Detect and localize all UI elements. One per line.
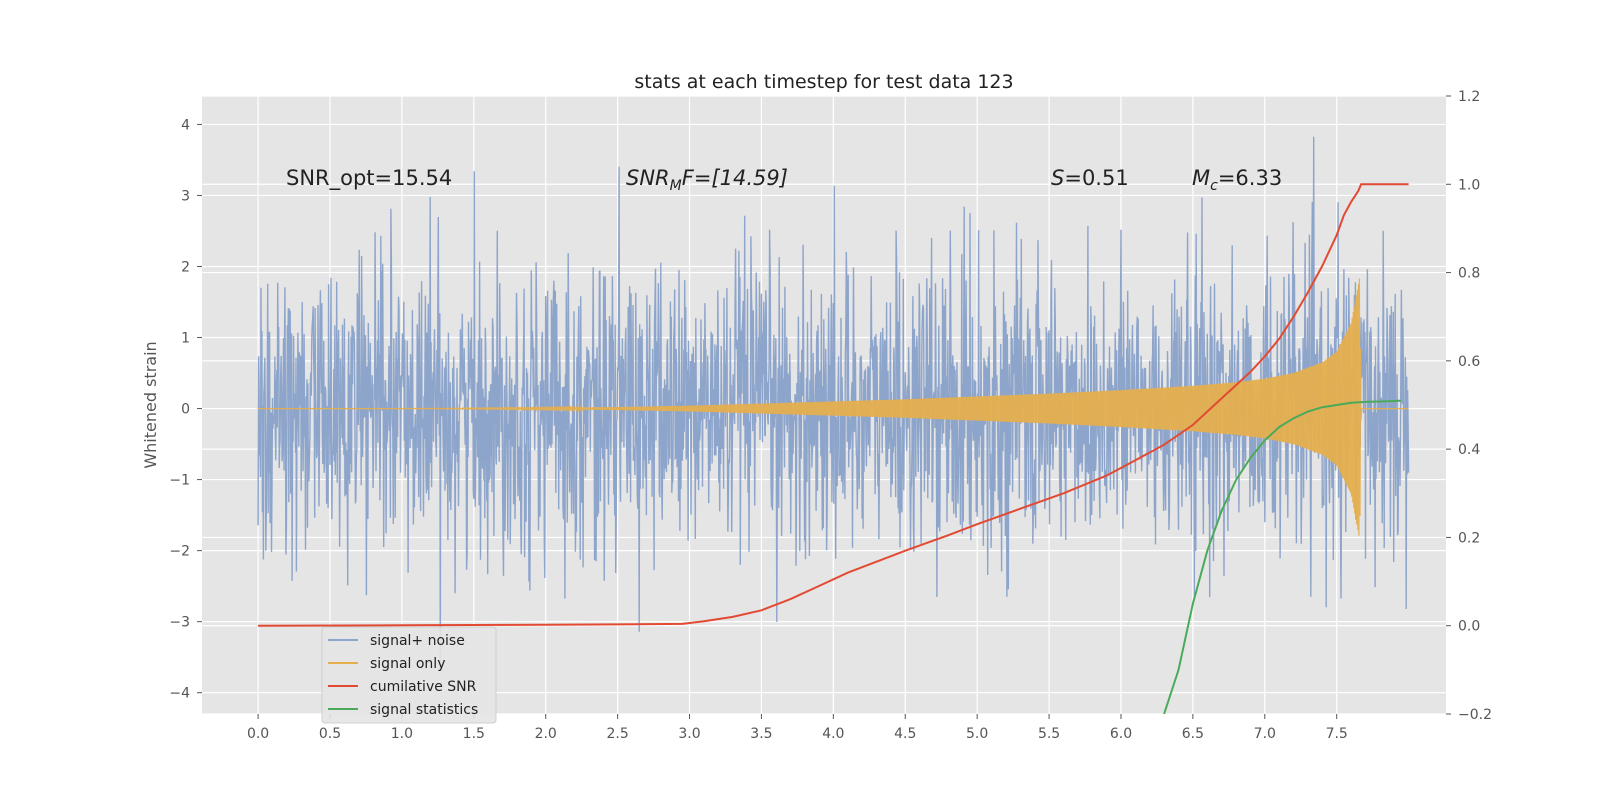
x-tick-label: 0.5 — [319, 726, 341, 742]
x-tick-label: 7.5 — [1326, 726, 1348, 742]
y-tick-label: −4 — [169, 686, 190, 702]
x-tick-label: 0.0 — [247, 726, 269, 742]
y2-tick-label: 0.2 — [1458, 530, 1480, 546]
x-tick-label: 3.5 — [750, 726, 772, 742]
legend-label-signal-noise: signal+ noise — [370, 633, 465, 649]
y2-tick-label: 0.0 — [1458, 619, 1480, 635]
x-tick-label: 1.5 — [463, 726, 485, 742]
y-tick-label: 0 — [181, 402, 190, 418]
series-line-signal-noise — [257, 136, 1410, 669]
y2-tick-label: 0.6 — [1458, 354, 1480, 370]
x-tick-label: 3.0 — [678, 726, 700, 742]
y-tick-label: 4 — [181, 117, 190, 133]
annotation-mc: Mc=6.33 — [1192, 166, 1282, 194]
y-tick-label: −1 — [169, 473, 190, 489]
y2-tick-label: 1.0 — [1458, 177, 1480, 193]
y-axis-label: Whitened strain — [141, 341, 160, 468]
y2-tick-label: 0.4 — [1458, 442, 1480, 458]
y-tick-label: −3 — [169, 615, 190, 631]
annotation-s: S=0.51 — [1051, 166, 1129, 190]
y2-tick-label: 0.8 — [1458, 266, 1480, 282]
legend-label-signal-statistics: signal statistics — [370, 702, 478, 718]
annotation-snr-opt: SNR_opt=15.54 — [286, 166, 452, 191]
series-signal-noise — [257, 136, 1410, 669]
x-tick-label: 2.5 — [606, 726, 628, 742]
legend-label-signal-only: signal only — [370, 656, 445, 672]
y2-tick-label: 1.2 — [1458, 89, 1480, 105]
y-tick-label: 2 — [181, 259, 190, 275]
y-tick-label: 1 — [181, 331, 190, 347]
axes: 0.0 0.5 1.0 1.5 2.0 2.5 3.0 3.5 4.0 4.5 5.0 5.5 6.0 6… — [169, 89, 1492, 742]
legend-label-cumilative-snr: cumilative SNR — [370, 679, 477, 695]
series-line-signal-statistics — [1163, 399, 1402, 715]
y-tick-label: −2 — [169, 544, 190, 560]
series-line-cumilative-snr — [258, 183, 1409, 627]
chart-title: stats at each timestep for test data 123 — [634, 71, 1013, 93]
y2-tick-label: −0.2 — [1458, 707, 1492, 723]
series-right-axis — [258, 183, 1409, 715]
legend-box — [321, 626, 497, 724]
x-tick-label: 6.5 — [1182, 726, 1204, 742]
x-tick-label: 1.0 — [391, 726, 413, 742]
x-tick-label: 6.0 — [1110, 726, 1132, 742]
x-tick-label: 2.0 — [535, 726, 557, 742]
series-line-signal-only — [258, 278, 1409, 536]
x-tick-label: 5.5 — [1038, 726, 1060, 742]
x-tick-label: 4.5 — [894, 726, 916, 742]
annotation-snr-mf: SNRMF=[14.59] — [626, 166, 788, 194]
x-tick-label: 5.0 — [966, 726, 988, 742]
x-tick-label: 4.0 — [822, 726, 844, 742]
x-tick-label: 7.0 — [1254, 726, 1276, 742]
y-tick-label: 3 — [181, 188, 190, 204]
series-signal-only — [258, 278, 1409, 536]
legend: signal+ noise signal only cumilative SNR… — [321, 626, 497, 724]
